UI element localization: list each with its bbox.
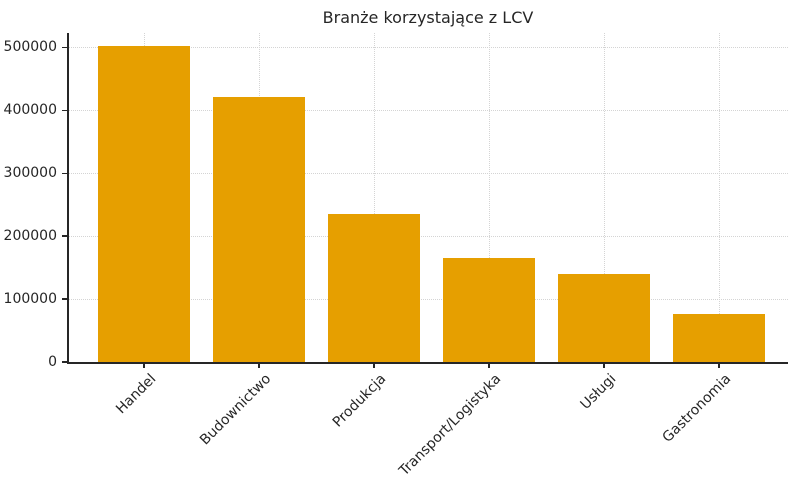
y-gridline [68,110,788,112]
y-tick-mark [62,361,68,363]
y-tick-mark [62,46,68,49]
bar [558,273,650,362]
y-tick-mark [62,109,68,112]
x-tick-mark [258,363,260,368]
x-gridline [374,33,375,362]
x-gridline [489,33,490,362]
bar [443,258,535,362]
bar [328,214,420,362]
y-tick-mark [62,235,68,237]
y-tick-label: 500000 [3,39,57,56]
x-tick-label: Gastronomia [659,371,735,446]
y-tick-label: 400000 [3,102,57,119]
x-tick-label: Transport/Logistyka [396,371,505,480]
x-gridline [604,33,605,362]
x-tick-mark [488,363,490,368]
y-gridline [68,299,788,301]
x-tick-mark [373,363,375,368]
y-tick-label: 300000 [3,165,57,182]
y-axis-spine [67,33,69,363]
x-tick-label: Produkcja [329,371,390,431]
y-tick-label: 0 [48,354,57,370]
y-tick-label: 200000 [3,228,57,245]
x-tick-label: Usługi [577,371,620,413]
bar [213,96,305,362]
x-tick-mark [143,363,145,368]
y-gridline [68,173,788,175]
x-gridline [719,33,720,362]
x-tick-label: Budownictwo [196,371,275,449]
y-tick-label: 100000 [3,291,57,308]
x-tick-mark [603,363,605,368]
plot-area: 0 100000 200000 300000 400000 500000 Handel Bud… [4,33,788,479]
x-axis-spine [67,362,788,364]
x-tick-mark [718,363,720,368]
y-tick-mark [62,172,68,174]
y-tick-mark [62,298,68,300]
bar [98,46,190,362]
y-gridline [68,47,788,49]
chart-title: Branże korzystające z LCV [322,8,534,27]
x-tick-label: Handel [113,371,160,418]
bar [673,313,765,362]
y-gridline [68,236,788,238]
